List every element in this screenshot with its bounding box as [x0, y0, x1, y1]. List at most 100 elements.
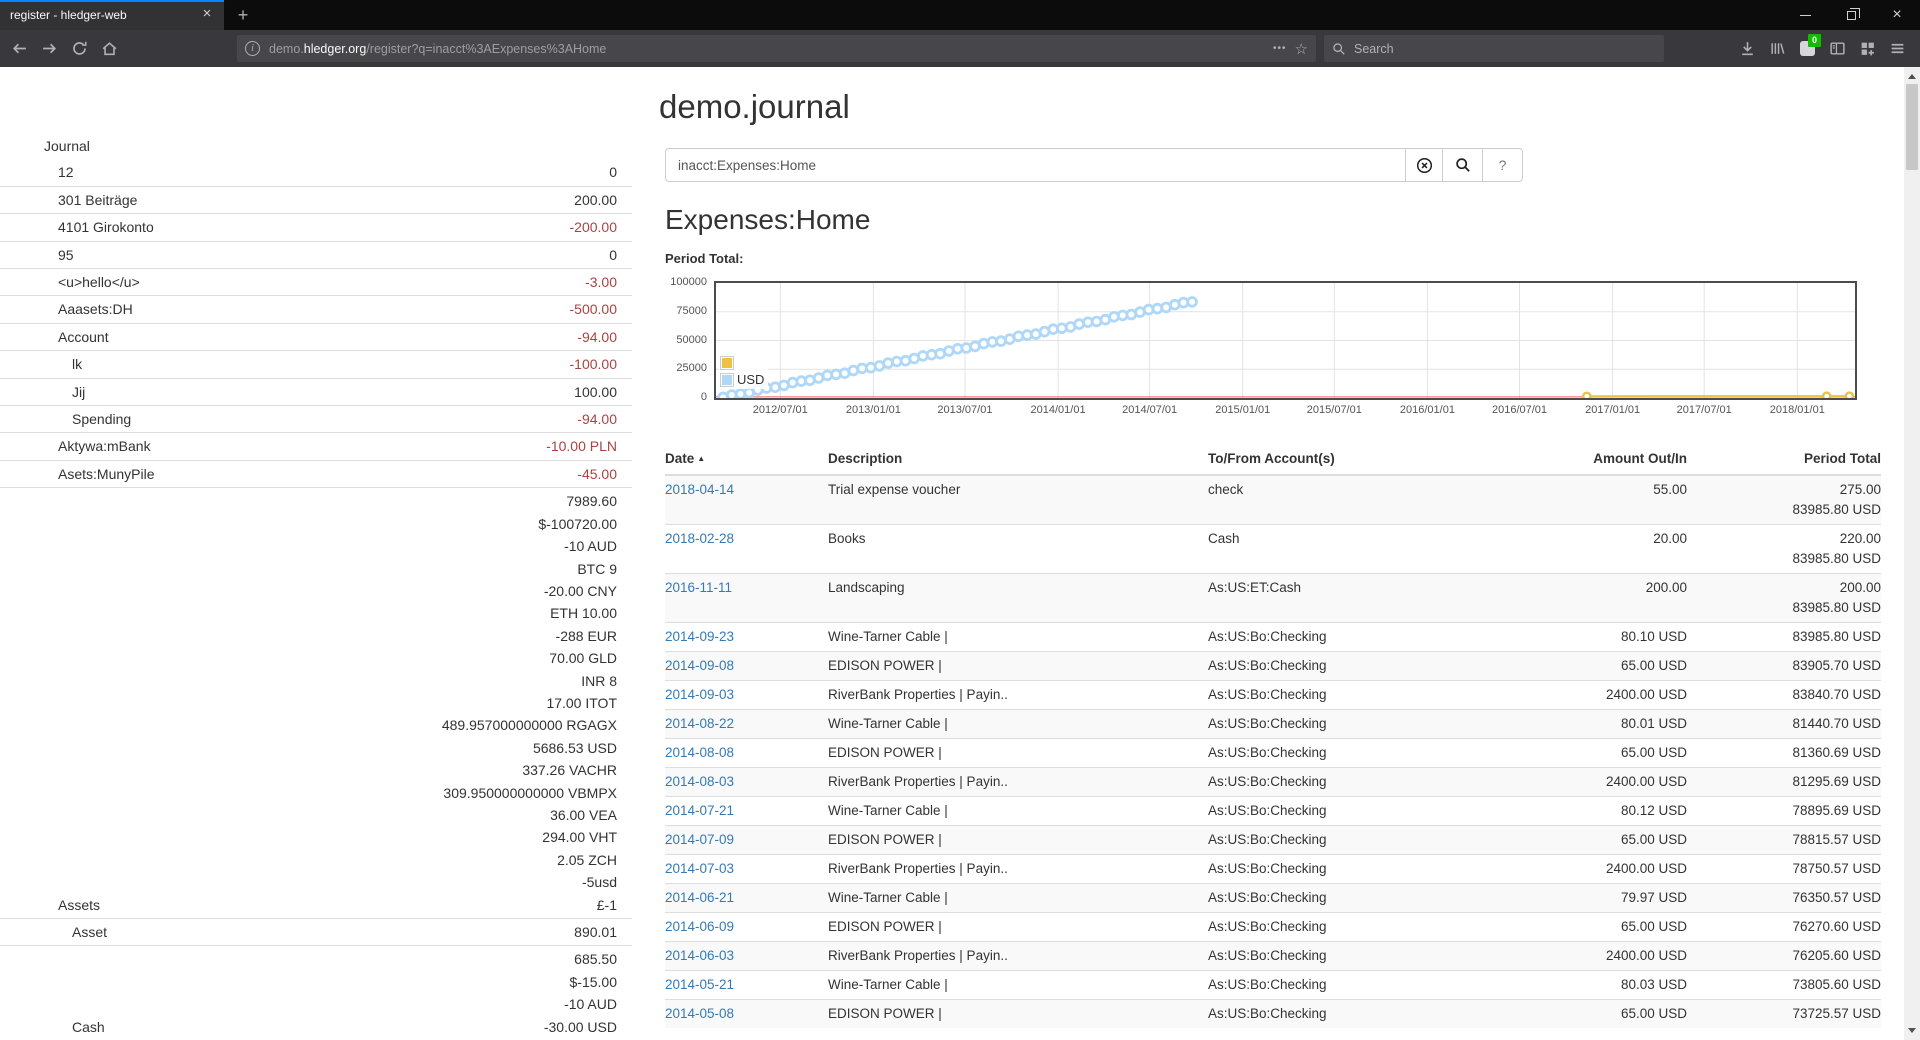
clear-query-button[interactable]: [1405, 148, 1443, 182]
account-name[interactable]: Asets:MunyPile: [58, 465, 155, 482]
transaction-date-link[interactable]: 2014-06-09: [665, 919, 735, 934]
scroll-up-icon[interactable]: [1908, 74, 1916, 79]
transaction-row[interactable]: 2014-07-03 RiverBank Properties | Payin..…: [665, 854, 1881, 884]
transaction-row[interactable]: 2018-04-14 Trial expense voucher check 55.0…: [665, 475, 1881, 525]
column-header-account[interactable]: To/From Account(s): [1208, 444, 1479, 476]
extension-icon[interactable]: 0: [1792, 34, 1822, 62]
scrollbar-thumb[interactable]: [1906, 84, 1918, 170]
transaction-row[interactable]: 2014-09-08 EDISON POWER | As:US:Bo:Checkin…: [665, 651, 1881, 681]
account-name[interactable]: Aaasets:DH: [58, 301, 133, 318]
transaction-row[interactable]: 2014-05-21 Wine-Tarner Cable | As:US:Bo:Ch…: [665, 970, 1881, 1000]
transaction-date-link[interactable]: 2018-04-14: [665, 482, 735, 497]
account-name[interactable]: Aktywa:mBank: [58, 438, 151, 455]
transaction-date-link[interactable]: 2014-05-21: [665, 977, 735, 992]
sidebar-account-row[interactable]: 301 Beiträge 200.00: [0, 185, 632, 213]
account-name[interactable]: <u>hello</u>: [58, 274, 140, 291]
transaction-date-link[interactable]: 2014-07-09: [665, 832, 735, 847]
transaction-row[interactable]: 2014-09-23 Wine-Tarner Cable | As:US:Bo:Ch…: [665, 622, 1881, 652]
new-tab-button[interactable]: +: [237, 5, 249, 25]
transaction-date-link[interactable]: 2014-08-22: [665, 716, 735, 731]
help-button[interactable]: ?: [1482, 148, 1523, 182]
restore-button[interactable]: [1828, 0, 1874, 30]
browser-tab[interactable]: register - hledger-web ×: [0, 0, 224, 30]
account-name[interactable]: Jij: [72, 383, 86, 400]
minimize-button[interactable]: [1782, 0, 1828, 30]
transaction-row[interactable]: 2014-09-03 RiverBank Properties | Payin..…: [665, 680, 1881, 710]
sidebar-account-row[interactable]: 12 0: [0, 159, 632, 185]
transaction-date-link[interactable]: 2014-05-08: [665, 1006, 735, 1021]
sidebar-account-row[interactable]: Aaasets:DH -500.00: [0, 295, 632, 322]
sidebar-toggle-icon[interactable]: [1822, 34, 1852, 62]
transaction-row[interactable]: 2014-07-09 EDISON POWER | As:US:Bo:Checkin…: [665, 825, 1881, 855]
url-bar[interactable]: i demo.hledger.org/register?q=inacct%3AE…: [237, 35, 1316, 62]
transaction-date-link[interactable]: 2014-08-03: [665, 774, 735, 789]
sidebar-account-row[interactable]: lk -100.00: [0, 350, 632, 377]
sidebar-account-row[interactable]: Aktywa:mBank -10.00 PLN: [0, 432, 632, 459]
search-bar[interactable]: Search: [1324, 35, 1664, 62]
transaction-date-link[interactable]: 2016-11-11: [665, 580, 733, 595]
transaction-date-link[interactable]: 2014-09-23: [665, 629, 735, 644]
query-input[interactable]: [665, 148, 1406, 182]
column-header-description[interactable]: Description: [828, 444, 1208, 476]
sidebar-account-row[interactable]: Jij 100.00: [0, 377, 632, 405]
account-name[interactable]: 301 Beiträge: [58, 191, 138, 208]
search-submit-button[interactable]: [1442, 148, 1483, 182]
transaction-date-link[interactable]: 2018-02-28: [665, 531, 735, 546]
home-icon[interactable]: [94, 35, 124, 63]
transaction-date-link[interactable]: 2014-07-03: [665, 861, 735, 876]
bookmark-star-icon[interactable]: ☆: [1294, 40, 1308, 58]
transaction-row[interactable]: 2014-06-03 RiverBank Properties | Payin..…: [665, 941, 1881, 971]
account-name[interactable]: Cash: [72, 1018, 105, 1035]
sidebar-account-row[interactable]: Cash 685.50 $-15.00 -10 AUD -30.00 USD: [0, 945, 632, 1040]
account-name[interactable]: Spending: [72, 411, 132, 428]
page-scrollbar[interactable]: [1904, 67, 1920, 1040]
scroll-down-icon[interactable]: [1908, 1028, 1916, 1033]
account-name[interactable]: Account: [58, 328, 109, 345]
transaction-row[interactable]: 2014-05-08 EDISON POWER | As:US:Bo:Checkin…: [665, 999, 1881, 1028]
close-button[interactable]: ×: [1892, 6, 1902, 23]
sidebar-account-row[interactable]: Account -94.00: [0, 322, 632, 350]
library-icon[interactable]: [1762, 34, 1792, 62]
transaction-row[interactable]: 2014-07-21 Wine-Tarner Cable | As:US:Bo:Ch…: [665, 796, 1881, 826]
column-header-amount[interactable]: Amount Out/In: [1479, 444, 1687, 476]
transaction-row[interactable]: 2018-02-28 Books Cash 20.00 220.00 83985.80 U…: [665, 524, 1881, 574]
account-name[interactable]: 95: [58, 246, 74, 263]
account-name[interactable]: Assets: [58, 896, 101, 913]
column-header-date[interactable]: Date ▲: [665, 444, 828, 476]
transaction-row[interactable]: 2016-11-11 Landscaping As:US:ET:Cash 200.00…: [665, 573, 1881, 623]
transaction-date-link[interactable]: 2014-06-21: [665, 890, 735, 905]
sidebar-account-row[interactable]: Asets:MunyPile -45.00: [0, 459, 632, 487]
tab-close-icon[interactable]: ×: [202, 5, 212, 22]
transaction-date-link[interactable]: 2014-07-21: [665, 803, 735, 818]
sidebar-account-row[interactable]: 4101 Girokonto -200.00: [0, 213, 632, 240]
transaction-row[interactable]: 2014-06-21 Wine-Tarner Cable | As:US:Bo:Ch…: [665, 883, 1881, 913]
transaction-row[interactable]: 2014-08-03 RiverBank Properties | Payin..…: [665, 767, 1881, 797]
menu-hamburger-icon[interactable]: [1882, 34, 1912, 62]
transaction-date-link[interactable]: 2014-08-08: [665, 745, 735, 760]
sidebar-account-row[interactable]: <u>hello</u> -3.00: [0, 268, 632, 295]
account-name[interactable]: Asset: [72, 924, 108, 940]
transaction-date-link[interactable]: 2014-06-03: [665, 948, 735, 963]
sidebar-account-row[interactable]: Spending -94.00: [0, 405, 632, 432]
back-icon[interactable]: [4, 35, 34, 63]
transaction-date-link[interactable]: 2014-09-08: [665, 658, 735, 673]
transaction-row[interactable]: 2014-08-22 Wine-Tarner Cable | As:US:Bo:Ch…: [665, 709, 1881, 739]
sidebar-account-row[interactable]: 95 0: [0, 240, 632, 268]
site-info-icon[interactable]: i: [245, 41, 260, 56]
sidebar-account-row[interactable]: Asset 890.01: [0, 918, 632, 945]
sidebar-journal-link[interactable]: Journal: [44, 138, 90, 154]
period-total-chart[interactable]: 0 25000 50000 75000 100000 USD 2012/07/01 201…: [665, 270, 1905, 422]
column-header-period-total[interactable]: Period Total: [1687, 444, 1881, 476]
download-icon[interactable]: [1732, 34, 1762, 62]
account-name[interactable]: 4101 Girokonto: [58, 219, 154, 236]
grid-apps-icon[interactable]: [1852, 34, 1882, 62]
reload-icon[interactable]: [64, 35, 94, 63]
sidebar-account-row[interactable]: Assets 7989.60 $-100720.00 -10 AUD BTC 9 -20.…: [0, 487, 632, 918]
account-name[interactable]: lk: [72, 356, 83, 373]
page-actions-icon[interactable]: •••: [1273, 43, 1287, 54]
transaction-date-link[interactable]: 2014-09-03: [665, 687, 735, 702]
forward-icon[interactable]: [34, 35, 64, 63]
transaction-row[interactable]: 2014-08-08 EDISON POWER | As:US:Bo:Checkin…: [665, 738, 1881, 768]
transaction-row[interactable]: 2014-06-09 EDISON POWER | As:US:Bo:Checkin…: [665, 912, 1881, 942]
account-name[interactable]: 12: [58, 164, 74, 181]
